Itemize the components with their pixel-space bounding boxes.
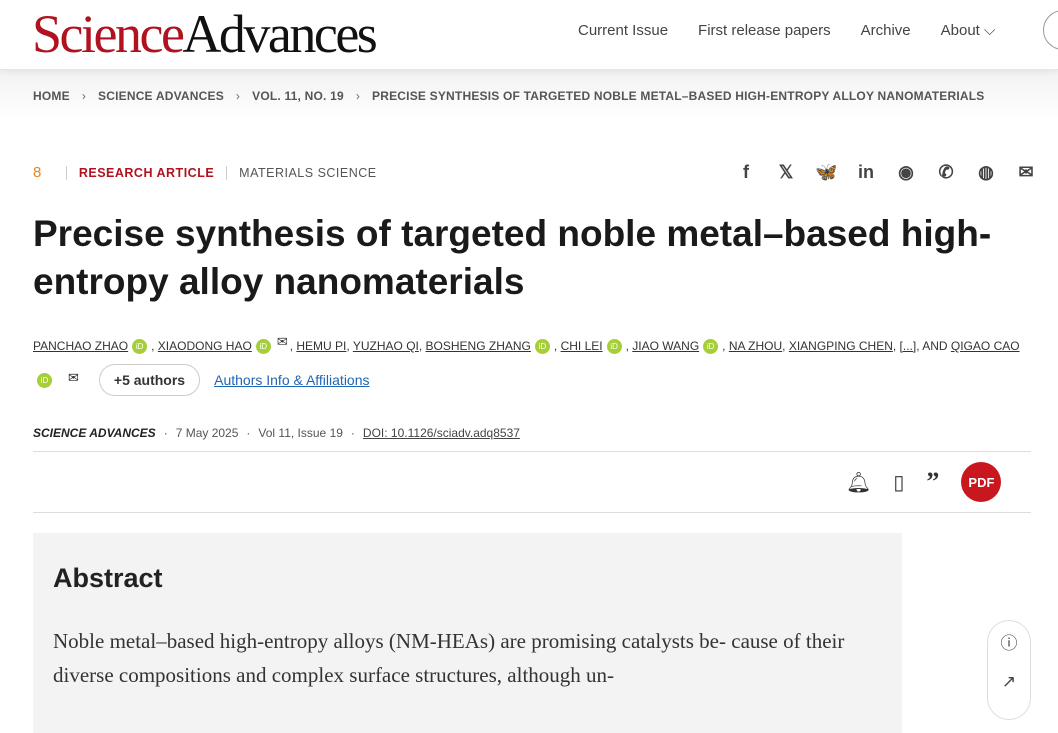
nav-about[interactable]: About ⌵ [940,22,996,39]
whatsapp-icon[interactable]: ◍ [978,162,994,182]
chevron-right-icon: › [355,89,361,103]
abstract-text: Noble metal–based high-entropy alloys (N… [53,629,845,687]
share-bar: f 𝕏 🦋 in ◉ ✆ ◍ ✉ [735,162,1037,183]
quote-icon[interactable]: ” [926,467,940,496]
facebook-icon[interactable]: f [743,162,749,182]
article-tools: 🔔︎ ▯ ” PDF [846,462,1002,502]
author-link[interactable]: XIAODONG HAO [157,339,252,353]
breadcrumb-journal[interactable]: SCIENCE ADVANCES [98,89,224,103]
more-authors-button[interactable]: +5 authors [98,364,201,396]
orcid-icon[interactable]: iD [703,339,719,355]
author-link[interactable]: YUZHAO QI [352,339,419,353]
mail-icon[interactable]: ✉ [276,334,288,349]
bell-icon[interactable]: 🔔︎ [846,471,872,494]
author-link[interactable]: HEMU PI [296,339,347,353]
mail-icon[interactable]: ✉ [68,370,79,385]
article-title: Precise synthesis of targeted noble meta… [33,213,992,302]
breadcrumb: HOME › SCIENCE ADVANCES › VOL. 11, NO. 19 ›… [0,70,1058,122]
science-advances-logo[interactable]: ScienceAdvances [32,4,378,64]
info-icon[interactable]: ⓘ [1000,634,1018,653]
nav-archive[interactable]: Archive [860,22,911,39]
breadcrumb-article: PRECISE SYNTHESIS OF TARGETED NOBLE META… [372,89,985,103]
orcid-icon[interactable]: iD [37,372,52,388]
author-link[interactable]: XIANGPING CHEN [788,339,893,353]
x-icon[interactable]: 𝕏 [778,162,794,182]
chevron-right-icon: › [235,89,241,103]
pdf-icon[interactable]: PDF [961,462,1002,502]
author-link[interactable]: JIAO WANG [632,339,700,353]
publication-info: SCIENCE ADVANCES · 7 May 2025 · Vol 11, Is… [33,426,520,440]
author-link[interactable]: CHI LEI [560,339,603,353]
abstract-section: Abstract Noble metal–based high-entropy … [33,533,902,733]
author-link[interactable]: BOSHENG ZHANG [425,339,531,353]
breadcrumb-home[interactable]: HOME [33,89,70,103]
abstract-heading: Abstract [53,563,163,593]
bookmark-icon[interactable]: ▯ [893,471,905,494]
orcid-icon[interactable]: iD [606,339,622,355]
author-row2: iD ✉ +5 authors Authors Info & Affiliatio… [33,364,370,396]
article-subject[interactable]: MATERIALS SCIENCE [239,165,377,180]
linkedin-icon[interactable]: in [858,162,874,182]
author-link[interactable]: QIGAO CAO [950,339,1020,353]
metrics-icon[interactable]: ↗ [1001,672,1017,691]
side-toolbar: ⓘ ↗ [987,620,1031,720]
affiliations-link[interactable]: Authors Info & Affiliations [214,372,370,388]
article-meta: 8 RESEARCH ARTICLE MATERIALS SCIENCE [33,164,377,181]
open-access-icon: 8 [33,164,42,181]
doi-link[interactable]: DOI: 10.1126/sciadv.adq8537 [362,426,520,440]
nav-first-release[interactable]: First release papers [698,22,831,39]
reddit-icon[interactable]: ◉ [898,162,914,182]
article-type: RESEARCH ARTICLE [78,165,215,180]
email-icon[interactable]: ✉ [1018,162,1034,182]
author-link[interactable]: PANCHAO ZHAO [33,339,129,353]
site-header: ScienceAdvances Current Issue First rele… [0,0,1058,70]
orcid-icon[interactable]: iD [132,339,148,355]
author-list: PANCHAO ZHAO iD, XIAODONG HAO iD ✉, HEMU PI… [33,334,1020,355]
chevron-right-icon: › [81,89,87,103]
author-link[interactable]: NA ZHOU [728,339,783,353]
main-nav: Current Issue First release papers Archi… [578,22,995,39]
orcid-icon[interactable]: iD [534,339,550,355]
user-menu-button[interactable] [1043,10,1058,50]
expand-authors[interactable]: [...] [899,339,917,353]
orcid-icon[interactable]: iD [255,339,271,355]
wechat-icon[interactable]: ✆ [938,162,954,182]
breadcrumb-issue[interactable]: VOL. 11, NO. 19 [252,89,344,103]
bluesky-icon[interactable]: 🦋 [815,162,838,182]
nav-current-issue[interactable]: Current Issue [578,22,669,39]
